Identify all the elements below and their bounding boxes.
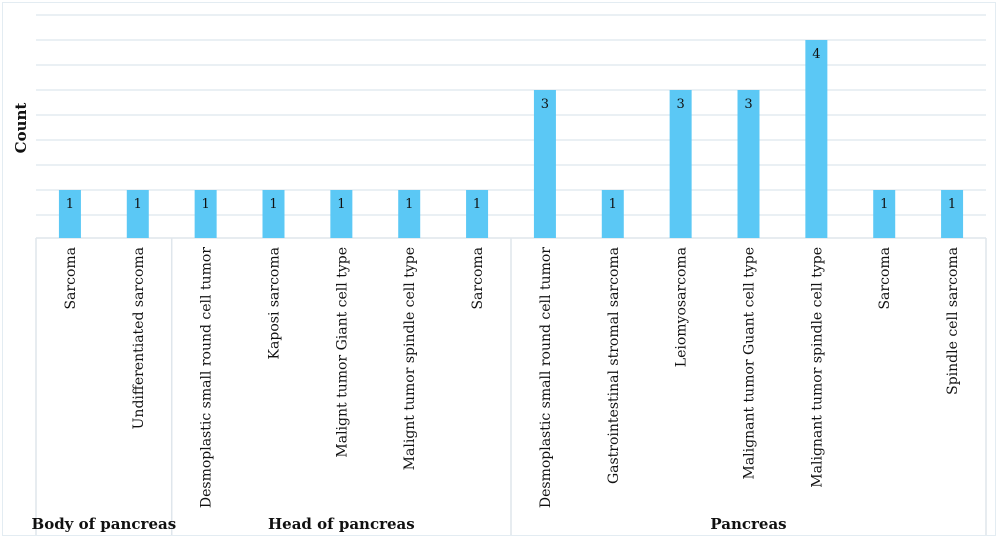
bar: [669, 90, 692, 238]
group-label: Pancreas: [710, 515, 786, 533]
bar: [533, 90, 556, 238]
bar: [398, 190, 421, 238]
data-label: 3: [541, 97, 549, 112]
bar: [805, 40, 828, 238]
data-label: 1: [66, 197, 74, 212]
bar: [737, 90, 760, 238]
bar: [330, 190, 353, 238]
category-tick-label: Leiomyosarcoma: [674, 247, 690, 367]
data-label: 1: [405, 197, 413, 212]
group-label: Head of pancreas: [268, 515, 415, 533]
category-tick-label: Malignt tumor Giant cell type: [334, 247, 350, 458]
data-label: 1: [337, 197, 345, 212]
data-label: 1: [880, 197, 888, 212]
data-label: 3: [677, 97, 685, 112]
category-tick-label: Kaposi sarcoma: [267, 247, 283, 359]
data-label: 1: [134, 197, 142, 212]
data-label: 3: [744, 97, 752, 112]
category-tick-label: Sarcoma: [63, 247, 79, 310]
category-tick-label: Spindle cell sarcoma: [945, 247, 961, 395]
bar: [601, 190, 624, 238]
y-axis-label: Count: [12, 103, 30, 154]
group-label: Body of pancreas: [32, 515, 177, 533]
bar: [126, 190, 149, 238]
category-tick-label: Desmoplastic small round cell tumor: [199, 247, 215, 508]
data-label: 1: [948, 197, 956, 212]
data-label: 1: [202, 197, 210, 212]
data-label: 1: [269, 197, 277, 212]
bar: [262, 190, 285, 238]
bar: [873, 190, 896, 238]
category-tick-label: Sarcoma: [877, 247, 893, 310]
bar: [466, 190, 489, 238]
bar: [194, 190, 217, 238]
category-tick-label: Desmoplastic small round cell tumor: [538, 247, 554, 508]
category-tick-label: Malignt tumor spindle cell type: [402, 247, 418, 470]
category-tick-label: Malignant tumor Guant cell type: [742, 247, 758, 480]
category-tick-label: Malignant tumor spindle cell type: [809, 247, 825, 488]
data-label: 4: [812, 47, 820, 62]
bar: [941, 190, 964, 238]
bar: [58, 190, 81, 238]
data-label: 1: [473, 197, 481, 212]
category-tick-label: Sarcoma: [470, 247, 486, 310]
category-tick-label: Undifferentiated sarcoma: [131, 247, 147, 429]
category-tick-label: Gastrointestinal stromal sarcoma: [606, 247, 622, 484]
data-label: 1: [609, 197, 617, 212]
